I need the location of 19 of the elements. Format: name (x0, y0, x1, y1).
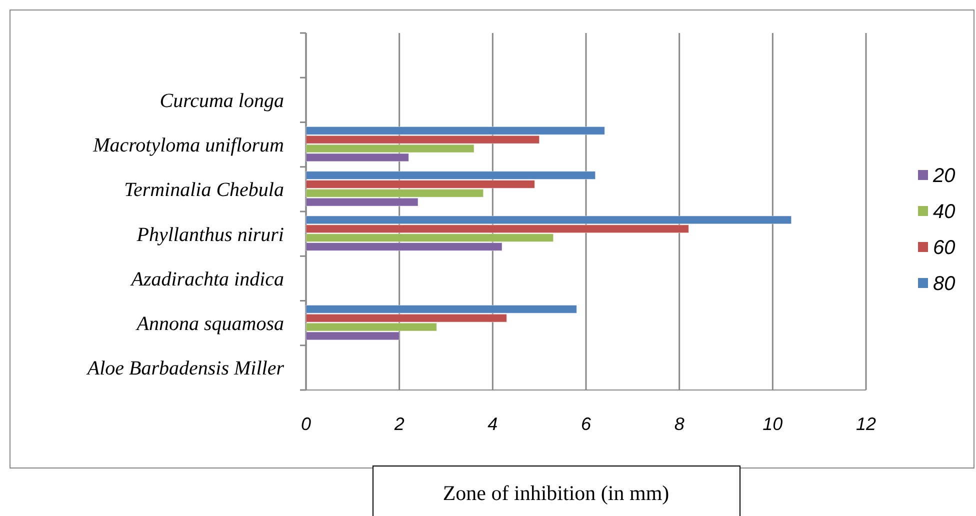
x-tick-label: 4 (488, 414, 498, 434)
x-tick-label: 2 (393, 414, 404, 434)
x-tick-label: 0 (300, 414, 312, 434)
x-tick-label: 6 (580, 414, 592, 434)
legend-label: 20 (932, 165, 956, 187)
y-tick-label: Terminalia Chebula (124, 179, 284, 202)
y-tick-label: Phyllanthus niruri (136, 224, 284, 246)
x-tick-label: 8 (674, 414, 684, 434)
y-tick-label: Azadirachta indica (129, 268, 284, 290)
x-tick-label: 10 (762, 414, 783, 434)
y-tick-label: Macrotyloma uniflorum (92, 134, 284, 157)
x-tick-label: 12 (856, 414, 876, 434)
legend-label: 60 (933, 237, 956, 259)
legend-label: 80 (933, 273, 956, 295)
y-tick-label: Annona squamosa (134, 313, 284, 336)
legend-label: 40 (933, 201, 956, 223)
y-tick-label: Curcuma longa (160, 90, 284, 112)
x-axis-title: Zone of inhibition (in mm) (442, 481, 670, 505)
y-tick-label: Aloe Barbadensis Miller (85, 358, 284, 380)
